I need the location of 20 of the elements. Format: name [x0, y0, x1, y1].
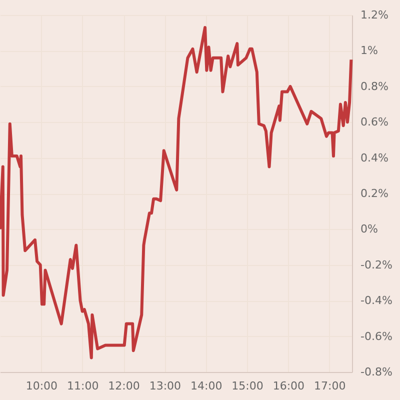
x-tick-label: 14:00 — [190, 380, 222, 392]
y-tick-label: 1.2% — [360, 8, 388, 22]
x-tick-label: 15:00 — [232, 380, 264, 392]
x-tick-label: 10:00 — [26, 380, 58, 392]
y-tick-label: 0.6% — [360, 116, 388, 129]
x-tick-label: 13:00 — [149, 380, 182, 392]
x-tick-label: 11:00 — [66, 380, 99, 392]
y-tick-label: 0.8% — [360, 80, 388, 93]
line-series — [0, 26, 353, 360]
y-tick-label: -0.6% — [360, 330, 392, 343]
y-tick-label: 1% — [360, 44, 378, 58]
y-tick-label: 0.2% — [360, 187, 388, 200]
y-tick-label: 0.4% — [360, 151, 388, 164]
y-tick-label: 0% — [360, 222, 378, 236]
y-tick-label: -0.4% — [360, 294, 392, 308]
y-tick-label: -0.8% — [360, 366, 392, 378]
y-tick-label: -0.2% — [360, 258, 392, 272]
x-tick-label: 16:00 — [272, 380, 305, 392]
x-tick-label: 17:00 — [314, 380, 346, 392]
x-tick-label: 12:00 — [108, 380, 140, 392]
